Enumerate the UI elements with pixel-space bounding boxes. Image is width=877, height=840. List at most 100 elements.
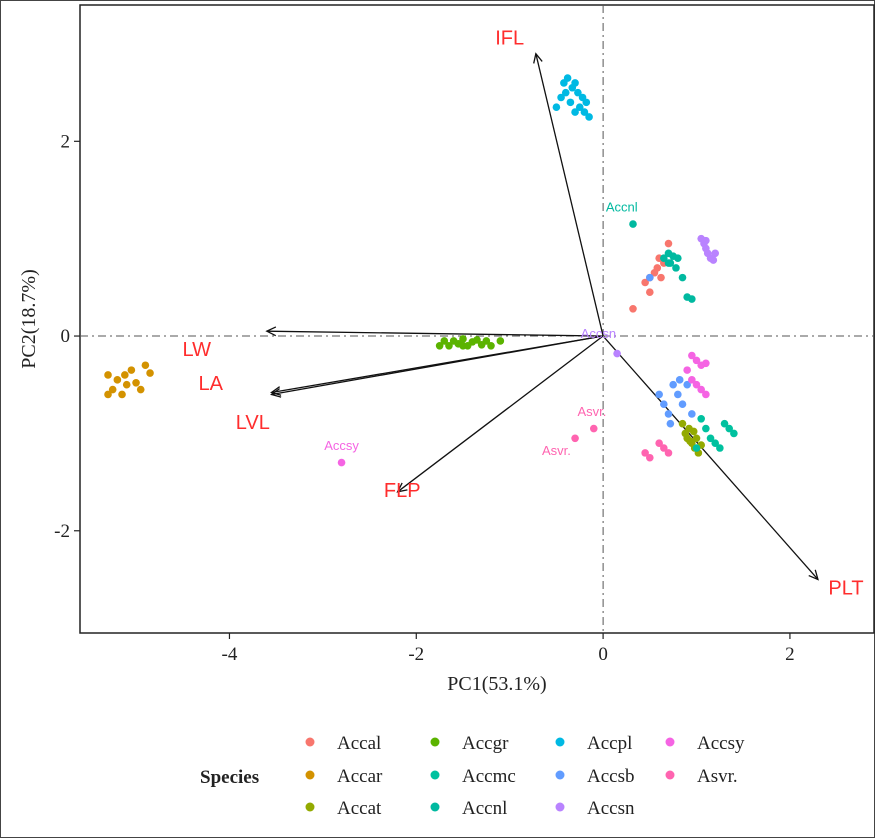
loading-arrows bbox=[265, 52, 819, 581]
legend-key-accsn bbox=[555, 802, 565, 812]
point-accat bbox=[689, 427, 698, 436]
arrowhead-lvl bbox=[270, 386, 282, 396]
point-accnl bbox=[674, 254, 682, 262]
legend-item-accmc: Accmc bbox=[430, 766, 516, 787]
point-label: Asvr. bbox=[577, 404, 606, 419]
point-accgr bbox=[482, 337, 491, 345]
point-accsb bbox=[646, 273, 654, 282]
point-accnl bbox=[672, 264, 680, 272]
x-tick-label: -2 bbox=[408, 644, 424, 665]
legend-key-accsb bbox=[555, 770, 565, 780]
legend-item-accgr: Accgr bbox=[430, 733, 509, 754]
loading-label-la: LA bbox=[199, 373, 224, 395]
legend-label-accsb: Accsb bbox=[587, 766, 634, 787]
point-accat bbox=[678, 419, 687, 428]
data-points bbox=[104, 74, 738, 467]
y-axis-title: PC2(18.7%) bbox=[18, 269, 40, 368]
legend-label-accsy: Accsy bbox=[697, 733, 745, 754]
point-accpl bbox=[571, 108, 579, 116]
point-accar bbox=[141, 361, 150, 370]
point-accgr bbox=[473, 336, 481, 344]
point-accar bbox=[108, 385, 117, 394]
point-accal bbox=[657, 273, 665, 282]
legend-key-accsy bbox=[665, 737, 675, 747]
point-accar bbox=[118, 390, 126, 399]
reference-lines bbox=[80, 5, 874, 633]
point-accat bbox=[686, 437, 694, 445]
point-accar bbox=[146, 369, 154, 377]
legend-label-accpl: Accpl bbox=[587, 733, 632, 754]
point-accmc bbox=[716, 444, 724, 452]
point-label: Accsn bbox=[581, 326, 616, 341]
legend-label-accmc: Accmc bbox=[462, 766, 516, 787]
point-asvr bbox=[646, 453, 654, 462]
legend-key-accpl bbox=[555, 737, 565, 747]
loading-labels: IFL LW LA LVL FLP PLT bbox=[183, 27, 864, 599]
point-accat bbox=[692, 434, 701, 443]
point-asvr bbox=[655, 439, 663, 447]
point-accsb bbox=[688, 410, 696, 418]
point-accpl bbox=[580, 108, 589, 116]
point-accsb bbox=[660, 400, 668, 408]
point-accsb bbox=[655, 390, 663, 399]
loading-arrow-plt bbox=[602, 335, 819, 580]
point-accpl bbox=[557, 93, 565, 102]
point-accnl bbox=[678, 273, 687, 282]
point-accmc bbox=[692, 444, 701, 452]
point-accmc bbox=[711, 439, 719, 447]
legend-label-accnl: Accnl bbox=[462, 798, 507, 819]
point-accgr bbox=[459, 341, 467, 350]
legend-label-accar: Accar bbox=[337, 766, 383, 787]
point-accpl bbox=[574, 88, 582, 97]
legend-item-accar: Accar bbox=[305, 766, 383, 787]
legend-label-asvr: Asvr. bbox=[697, 766, 738, 787]
point-accnl bbox=[688, 295, 696, 303]
legend-label-accgr: Accgr bbox=[462, 733, 509, 754]
legend-item-accat: Accat bbox=[305, 798, 382, 819]
point-accal bbox=[641, 278, 649, 287]
point-accpl bbox=[561, 88, 570, 97]
point-accsb bbox=[678, 400, 687, 408]
point-accsy bbox=[697, 385, 705, 394]
loading-label-lw: LW bbox=[183, 339, 212, 361]
point-accgr bbox=[496, 337, 505, 345]
point-accpl bbox=[575, 103, 584, 112]
y-axis-ticks: -2 0 2 bbox=[54, 131, 80, 542]
point-asvr bbox=[589, 424, 598, 433]
point-accar bbox=[104, 371, 112, 379]
y-tick-label: 0 bbox=[61, 326, 71, 347]
loading-label-lvl: LVL bbox=[236, 412, 270, 434]
legend-item-accnl: Accnl bbox=[430, 798, 507, 819]
legend-item-accsy: Accsy bbox=[665, 733, 745, 754]
point-accgr bbox=[445, 341, 453, 350]
legend-item-accpl: Accpl bbox=[555, 733, 632, 754]
arrowhead-la bbox=[270, 388, 282, 398]
legend-key-accmc bbox=[430, 770, 440, 780]
point-accmc bbox=[725, 424, 734, 433]
point-accsy bbox=[337, 458, 346, 467]
point-accnl bbox=[660, 254, 668, 262]
point-accgr bbox=[435, 341, 444, 350]
arrowhead-ifl bbox=[533, 52, 543, 64]
loading-arrow-ifl bbox=[535, 53, 604, 337]
point-label: Accsy bbox=[324, 438, 359, 453]
point-accsy bbox=[692, 356, 701, 365]
loading-label-flp: FLP bbox=[384, 480, 421, 502]
point-accmc bbox=[702, 424, 710, 433]
legend-key-asvr bbox=[665, 770, 675, 780]
point-accsn bbox=[613, 349, 621, 358]
point-accar bbox=[122, 380, 131, 389]
point-accsy bbox=[688, 376, 696, 384]
point-accmc bbox=[730, 429, 738, 438]
point-asvr bbox=[571, 434, 579, 443]
point-accsb bbox=[683, 380, 691, 389]
arrowhead-plt bbox=[808, 569, 819, 581]
point-accsn bbox=[709, 256, 718, 264]
point-accar bbox=[132, 378, 140, 387]
legend-item-accsn: Accsn bbox=[555, 798, 635, 819]
point-accnl bbox=[629, 220, 637, 228]
point-accsy bbox=[683, 366, 691, 374]
loading-arrow-lvl bbox=[271, 335, 604, 394]
point-accsb bbox=[666, 419, 675, 428]
x-tick-label: 2 bbox=[785, 644, 795, 665]
